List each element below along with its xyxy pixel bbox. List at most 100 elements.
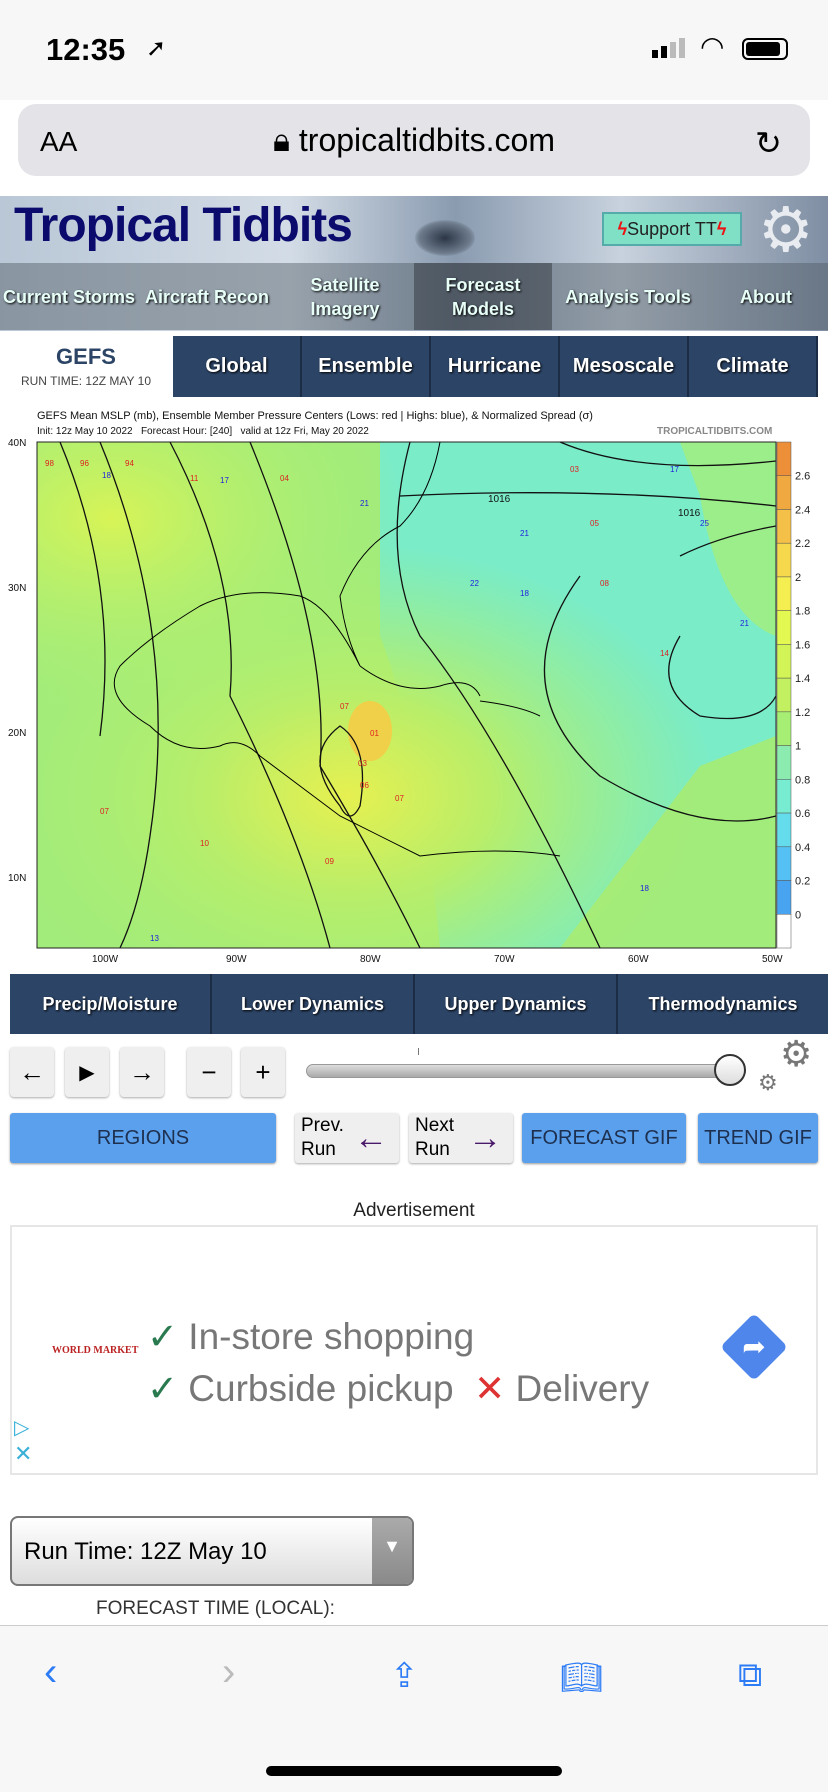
ad-label: Advertisement <box>353 1200 475 1221</box>
faster-button[interactable]: + <box>241 1047 285 1097</box>
back-icon[interactable]: ‹ <box>44 1650 58 1694</box>
ad-text: Delivery <box>515 1368 650 1409</box>
svg-text:14: 14 <box>660 649 669 658</box>
reload-icon[interactable]: ↻ <box>755 125 782 161</box>
ad-line: ✓ In-store shopping <box>147 1315 474 1358</box>
run-time-select-value: Run Time: 12Z May 10 <box>24 1538 267 1565</box>
svg-text:18: 18 <box>640 884 649 893</box>
clock: 12:35 <box>46 32 126 67</box>
high-spread-area <box>37 442 776 948</box>
colorbar-label: 0 <box>795 909 801 921</box>
animation-settings-gear-icon[interactable]: ⚙ <box>780 1033 813 1074</box>
wifi-icon: ◠ <box>700 31 725 62</box>
check-icon: ✓ <box>147 1368 179 1409</box>
text-size-button[interactable]: AA <box>40 126 78 157</box>
colorbar-swatch <box>776 576 792 611</box>
tab-mesoscale[interactable]: Mesoscale <box>560 336 689 397</box>
trend-gif-button[interactable]: TREND GIF <box>698 1113 818 1163</box>
svg-text:08: 08 <box>600 579 609 588</box>
nav-satellite-imagery[interactable]: Satellite Imagery <box>310 274 380 319</box>
tab-climate[interactable]: Climate <box>689 336 818 397</box>
nav-aircraft-recon[interactable]: Aircraft Recon <box>144 286 270 307</box>
map-frame <box>36 441 777 949</box>
nav-current-storms[interactable]: Current Storms <box>2 286 136 307</box>
svg-text:07: 07 <box>395 794 404 803</box>
directions-icon[interactable]: ➦ <box>720 1313 788 1381</box>
forecast-time-label: FORECAST TIME (LOCAL): <box>96 1598 335 1619</box>
svg-text:21: 21 <box>520 529 529 538</box>
ad-text: In-store shopping <box>188 1316 475 1357</box>
url: tropicaltidbits.com <box>298 122 555 158</box>
url-text[interactable]: 🔒︎ tropicaltidbits.com <box>0 122 828 160</box>
bookmarks-icon[interactable]: 📖︎ <box>560 1659 604 1697</box>
share-icon[interactable]: ⇪ <box>390 1657 419 1695</box>
address-bar[interactable] <box>18 104 810 176</box>
lat-label: 40N <box>8 438 26 449</box>
isobars <box>59 441 777 949</box>
lon-label: 80W <box>360 954 381 965</box>
play-button[interactable]: ▶ <box>65 1047 109 1097</box>
svg-text:13: 13 <box>150 934 159 943</box>
advertisement[interactable]: WORLD MARKET ✓ In-store shopping ✓ Curbs… <box>10 1225 818 1475</box>
map-title: GEFS Mean MSLP (mb), Ensemble Member Pre… <box>37 410 593 422</box>
run-time-select[interactable]: Run Time: 12Z May 10 ▼ <box>10 1516 414 1586</box>
tab-lower-dynamics[interactable]: Lower Dynamics <box>212 974 415 1034</box>
colorbar-swatch <box>776 846 792 881</box>
tab-precip-moisture[interactable]: Precip/Moisture <box>10 974 212 1034</box>
colorbar-swatch <box>776 812 792 848</box>
svg-text:11: 11 <box>190 474 199 483</box>
next-frame-button[interactable]: → <box>120 1047 164 1097</box>
tabs-icon[interactable]: ⧉ <box>738 1656 763 1694</box>
svg-text:18: 18 <box>102 471 111 480</box>
colorbar-swatch <box>776 509 792 544</box>
colorbar-swatch <box>776 745 792 780</box>
x-icon: ✕ <box>474 1368 506 1409</box>
battery-icon <box>742 38 788 60</box>
ad-close-icon[interactable]: ✕ <box>14 1441 33 1466</box>
coastlines <box>113 441 561 857</box>
nav-forecast-models[interactable]: Forecast Models <box>414 263 552 330</box>
forecast-gif-button[interactable]: FORECAST GIF <box>522 1113 686 1163</box>
tab-hurricane[interactable]: Hurricane <box>431 336 560 397</box>
lon-label: 70W <box>494 954 515 965</box>
slider-thumb[interactable] <box>714 1054 746 1086</box>
slider-tick <box>418 1048 419 1055</box>
regions-button[interactable]: REGIONS <box>10 1113 276 1163</box>
map-brand: TROPICALTIDBITS.COM <box>657 426 773 437</box>
next-run-label: Next <box>415 1115 455 1136</box>
colorbar-label: 2.4 <box>795 504 810 516</box>
colorbar-label: 1.8 <box>795 606 810 618</box>
support-button[interactable]: ϟSupport TTϟ <box>602 212 742 246</box>
slower-button[interactable]: − <box>187 1047 231 1097</box>
model-info: GEFS RUN TIME: 12Z MAY 10 <box>0 336 172 398</box>
svg-text:05: 05 <box>590 519 599 528</box>
svg-text:03: 03 <box>570 465 579 474</box>
svg-text:04: 04 <box>280 474 289 483</box>
map-init: Init: 12z May 10 2022 Forecast Hour: [24… <box>37 426 369 437</box>
next-run-button[interactable]: Next Run → <box>409 1113 513 1163</box>
svg-text:21: 21 <box>740 619 749 628</box>
colorbar-swatch <box>776 441 792 476</box>
home-indicator <box>266 1766 562 1776</box>
prev-run-button[interactable]: Prev. Run ← <box>295 1113 399 1163</box>
colorbar-label: 1 <box>795 741 801 753</box>
colorbar-label: 0.2 <box>795 876 810 888</box>
prev-run-label: Run <box>301 1139 336 1160</box>
next-run-label: Run <box>415 1139 450 1160</box>
settings-gear-icon[interactable]: ⚙ <box>758 196 814 265</box>
site-logo[interactable]: Tropical Tidbits <box>14 199 353 252</box>
nav-about[interactable]: About <box>740 286 792 307</box>
time-slider[interactable] <box>306 1064 746 1078</box>
right-arrow-icon: → <box>468 1118 503 1157</box>
low-centers: 98 96 94 11 04 03 05 08 07 01 03 06 07 09 07 10 14 <box>45 459 669 866</box>
lon-label: 60W <box>628 954 649 965</box>
tab-thermodynamics[interactable]: Thermodynamics <box>618 974 828 1034</box>
tab-global[interactable]: Global <box>173 336 302 397</box>
adchoices-icon[interactable]: ▷ <box>14 1417 30 1439</box>
tab-ensemble[interactable]: Ensemble <box>302 336 431 397</box>
tab-upper-dynamics[interactable]: Upper Dynamics <box>415 974 618 1034</box>
max-spread-spot <box>348 701 392 761</box>
svg-text:22: 22 <box>470 579 479 588</box>
prev-frame-button[interactable]: ← <box>10 1047 54 1097</box>
nav-analysis-tools[interactable]: Analysis Tools <box>565 286 691 307</box>
